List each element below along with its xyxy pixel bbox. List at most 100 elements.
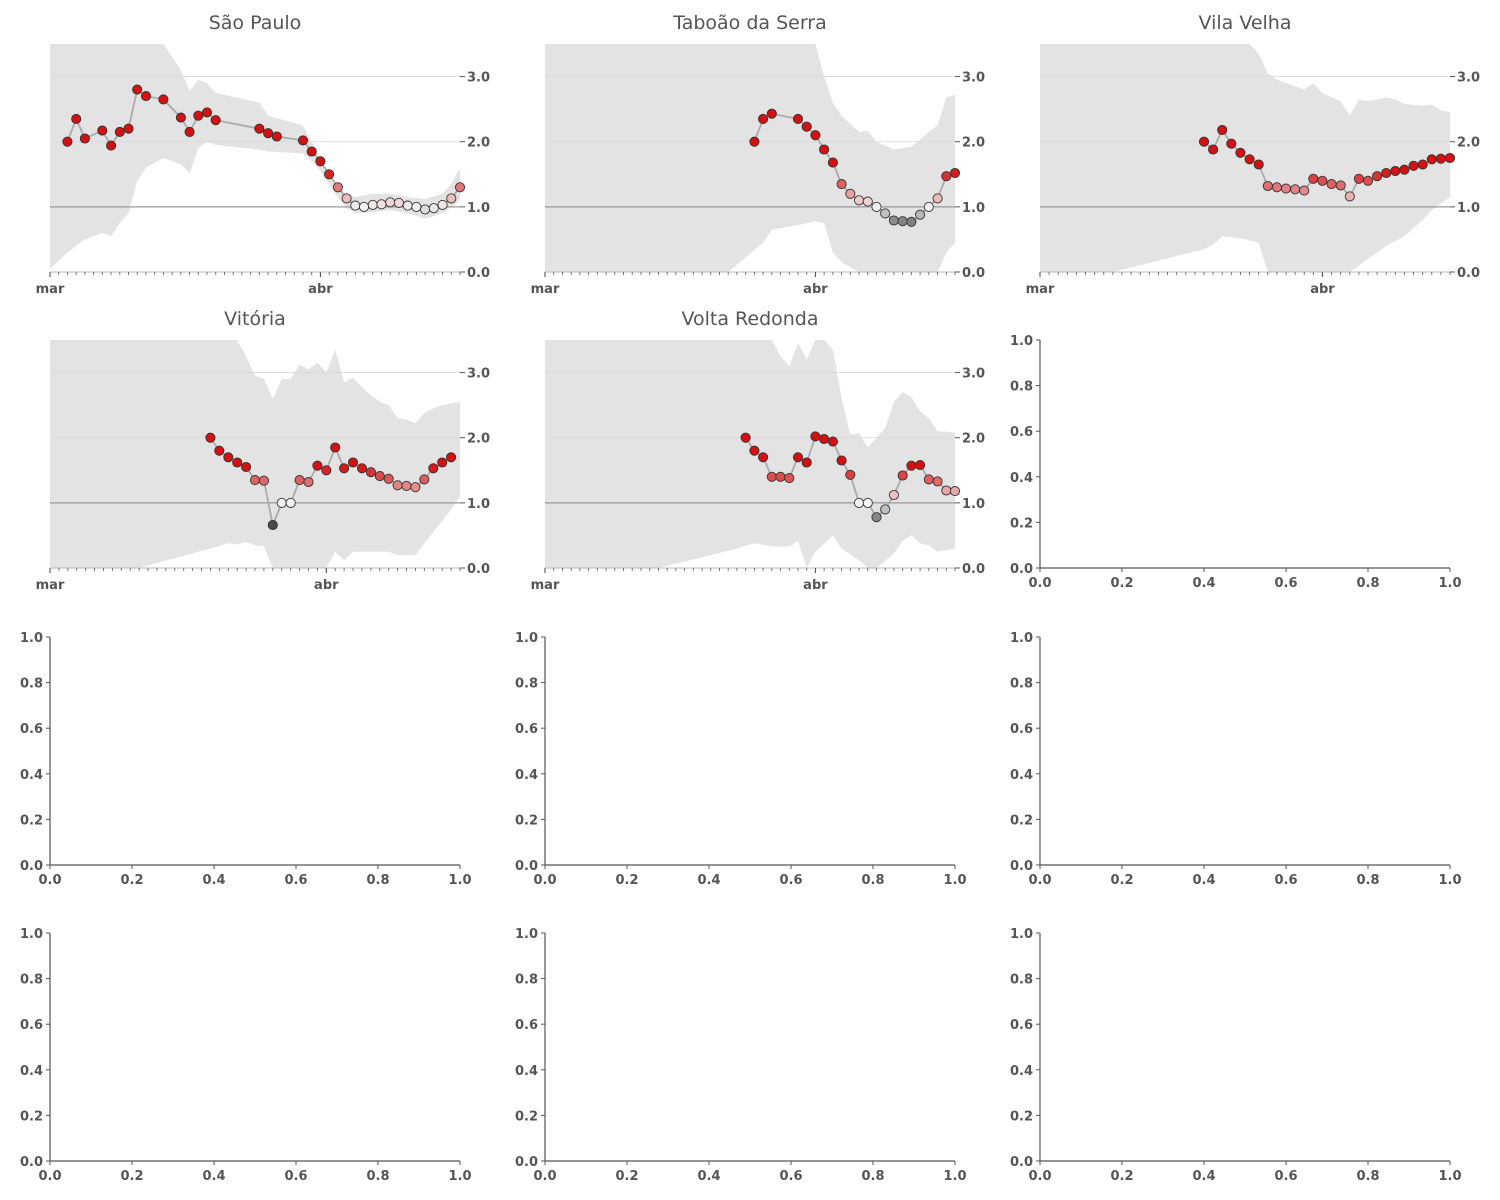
x-tick-label: 0.2	[1110, 1169, 1133, 1184]
subplot-11: 0.0 0.2 0.4 0.6 0.8 1.0 0.0 0.2 0.4 0.6 0.8 1.0	[515, 927, 967, 1184]
y-tick-label: 3.0	[962, 71, 985, 86]
y-tick-label: 0.0	[467, 562, 490, 577]
data-point	[312, 460, 323, 471]
data-point	[428, 203, 439, 214]
subplot-1: mar abr 0.0 1.0 2.0 3.0 São Paulo	[36, 12, 490, 297]
y-tick-label: 0.0	[1457, 266, 1480, 281]
subplot-12: 0.0 0.2 0.4 0.6 0.8 1.0 0.0 0.2 0.4 0.6 0.8 1.0	[1010, 927, 1462, 1184]
data-point	[1362, 175, 1374, 186]
data-point	[1426, 154, 1437, 165]
subplot-3: mar abr 0.0 1.0 2.0 3.0 Vila Velha	[1026, 12, 1480, 297]
data-point	[1435, 153, 1446, 164]
data-point	[241, 461, 252, 473]
subplot-title: São Paulo	[209, 12, 302, 34]
data-point	[201, 107, 213, 118]
data-point	[941, 485, 952, 496]
x-tick-label: 0.6	[284, 873, 307, 888]
data-point	[1217, 124, 1228, 136]
y-tick-label: 0.0	[1010, 1155, 1033, 1170]
x-tick-label: abr	[314, 578, 339, 593]
data-point	[1208, 144, 1219, 155]
data-point	[330, 442, 341, 453]
data-point	[888, 489, 899, 501]
x-tick-label: 1.0	[1438, 873, 1461, 888]
data-point	[365, 467, 376, 478]
data-point	[1271, 182, 1282, 193]
data-point	[1399, 164, 1410, 175]
y-tick-label: 1.0	[515, 927, 538, 942]
x-tick-label: 0.8	[1356, 873, 1379, 888]
data-point	[184, 126, 195, 137]
data-point	[358, 201, 370, 212]
data-point	[862, 497, 873, 508]
data-point	[214, 445, 225, 456]
y-tick-label: 0.2	[515, 813, 538, 828]
data-point	[1290, 184, 1301, 195]
data-point	[766, 471, 777, 482]
y-tick-label: 0.4	[515, 1064, 538, 1079]
data-point	[393, 197, 404, 208]
data-point	[932, 476, 943, 487]
data-point	[949, 486, 961, 497]
data-point	[210, 115, 221, 126]
confidence-band	[50, 44, 460, 269]
subplot-title: Volta Redonda	[681, 308, 818, 330]
confidence-band	[545, 44, 955, 272]
y-tick-label: 0.4	[1010, 471, 1033, 486]
y-tick-label: 2.0	[1457, 136, 1480, 151]
y-tick-label: 0.4	[20, 768, 43, 783]
y-tick-label: 0.4	[1010, 1064, 1033, 1079]
data-point	[350, 200, 361, 211]
y-tick-label: 2.0	[962, 136, 985, 151]
data-point	[410, 482, 421, 493]
data-point	[303, 476, 314, 488]
x-tick-label: 0.4	[697, 873, 720, 888]
y-tick-label: 0.0	[467, 266, 490, 281]
x-tick-label: 0.2	[1110, 873, 1133, 888]
x-tick-label: 0.0	[1028, 873, 1051, 888]
data-point	[836, 179, 847, 190]
data-point	[932, 193, 943, 204]
y-tick-label: 0.2	[20, 1109, 43, 1124]
data-point	[1444, 152, 1456, 164]
data-point	[871, 512, 882, 523]
subplot-6: 0.0 0.2 0.4 0.6 0.8 1.0 0.0 0.2 0.4 0.6 0.8 1.0	[1010, 334, 1462, 591]
data-point	[263, 128, 274, 139]
x-tick-label: 0.4	[202, 873, 225, 888]
x-tick-label: mar	[531, 282, 560, 297]
data-point	[845, 469, 856, 480]
data-point	[332, 182, 343, 193]
data-point	[106, 140, 117, 151]
data-point	[437, 199, 448, 210]
y-tick-label: 0.8	[515, 677, 538, 692]
subplot-7: 0.0 0.2 0.4 0.6 0.8 1.0 0.0 0.2 0.4 0.6 0.8 1.0	[20, 631, 472, 888]
subplot-10: 0.0 0.2 0.4 0.6 0.8 1.0 0.0 0.2 0.4 0.6 0.8 1.0	[20, 927, 472, 1184]
data-point	[297, 135, 309, 146]
data-point	[906, 460, 917, 471]
data-point	[1381, 167, 1392, 179]
x-tick-label: 0.0	[1028, 1169, 1051, 1184]
subplot-9: 0.0 0.2 0.4 0.6 0.8 1.0 0.0 0.2 0.4 0.6 0.8 1.0	[1010, 631, 1462, 888]
data-point	[749, 136, 760, 147]
data-point	[1235, 147, 1246, 158]
data-point	[267, 519, 278, 531]
subplot-4: mar abr 0.0 1.0 2.0 3.0 Vitória	[36, 308, 490, 593]
data-point	[79, 133, 90, 144]
data-point	[810, 431, 821, 442]
x-tick-label: 1.0	[943, 1169, 966, 1184]
y-tick-label: 1.0	[467, 201, 490, 216]
x-tick-label: 0.2	[120, 873, 143, 888]
subplot-2: mar abr 0.0 1.0 2.0 3.0 Taboão da Serra	[531, 12, 985, 297]
data-point	[454, 182, 466, 193]
x-tick-label: abr	[308, 282, 333, 297]
data-point	[1226, 138, 1237, 149]
x-tick-label: 1.0	[943, 873, 966, 888]
x-tick-label: mar	[36, 282, 65, 297]
data-point	[254, 123, 265, 134]
y-tick-label: 1.0	[1010, 334, 1033, 349]
data-point	[249, 475, 261, 486]
data-point	[420, 204, 431, 215]
data-point	[1244, 154, 1255, 165]
data-point	[819, 433, 830, 445]
data-point	[356, 463, 368, 474]
